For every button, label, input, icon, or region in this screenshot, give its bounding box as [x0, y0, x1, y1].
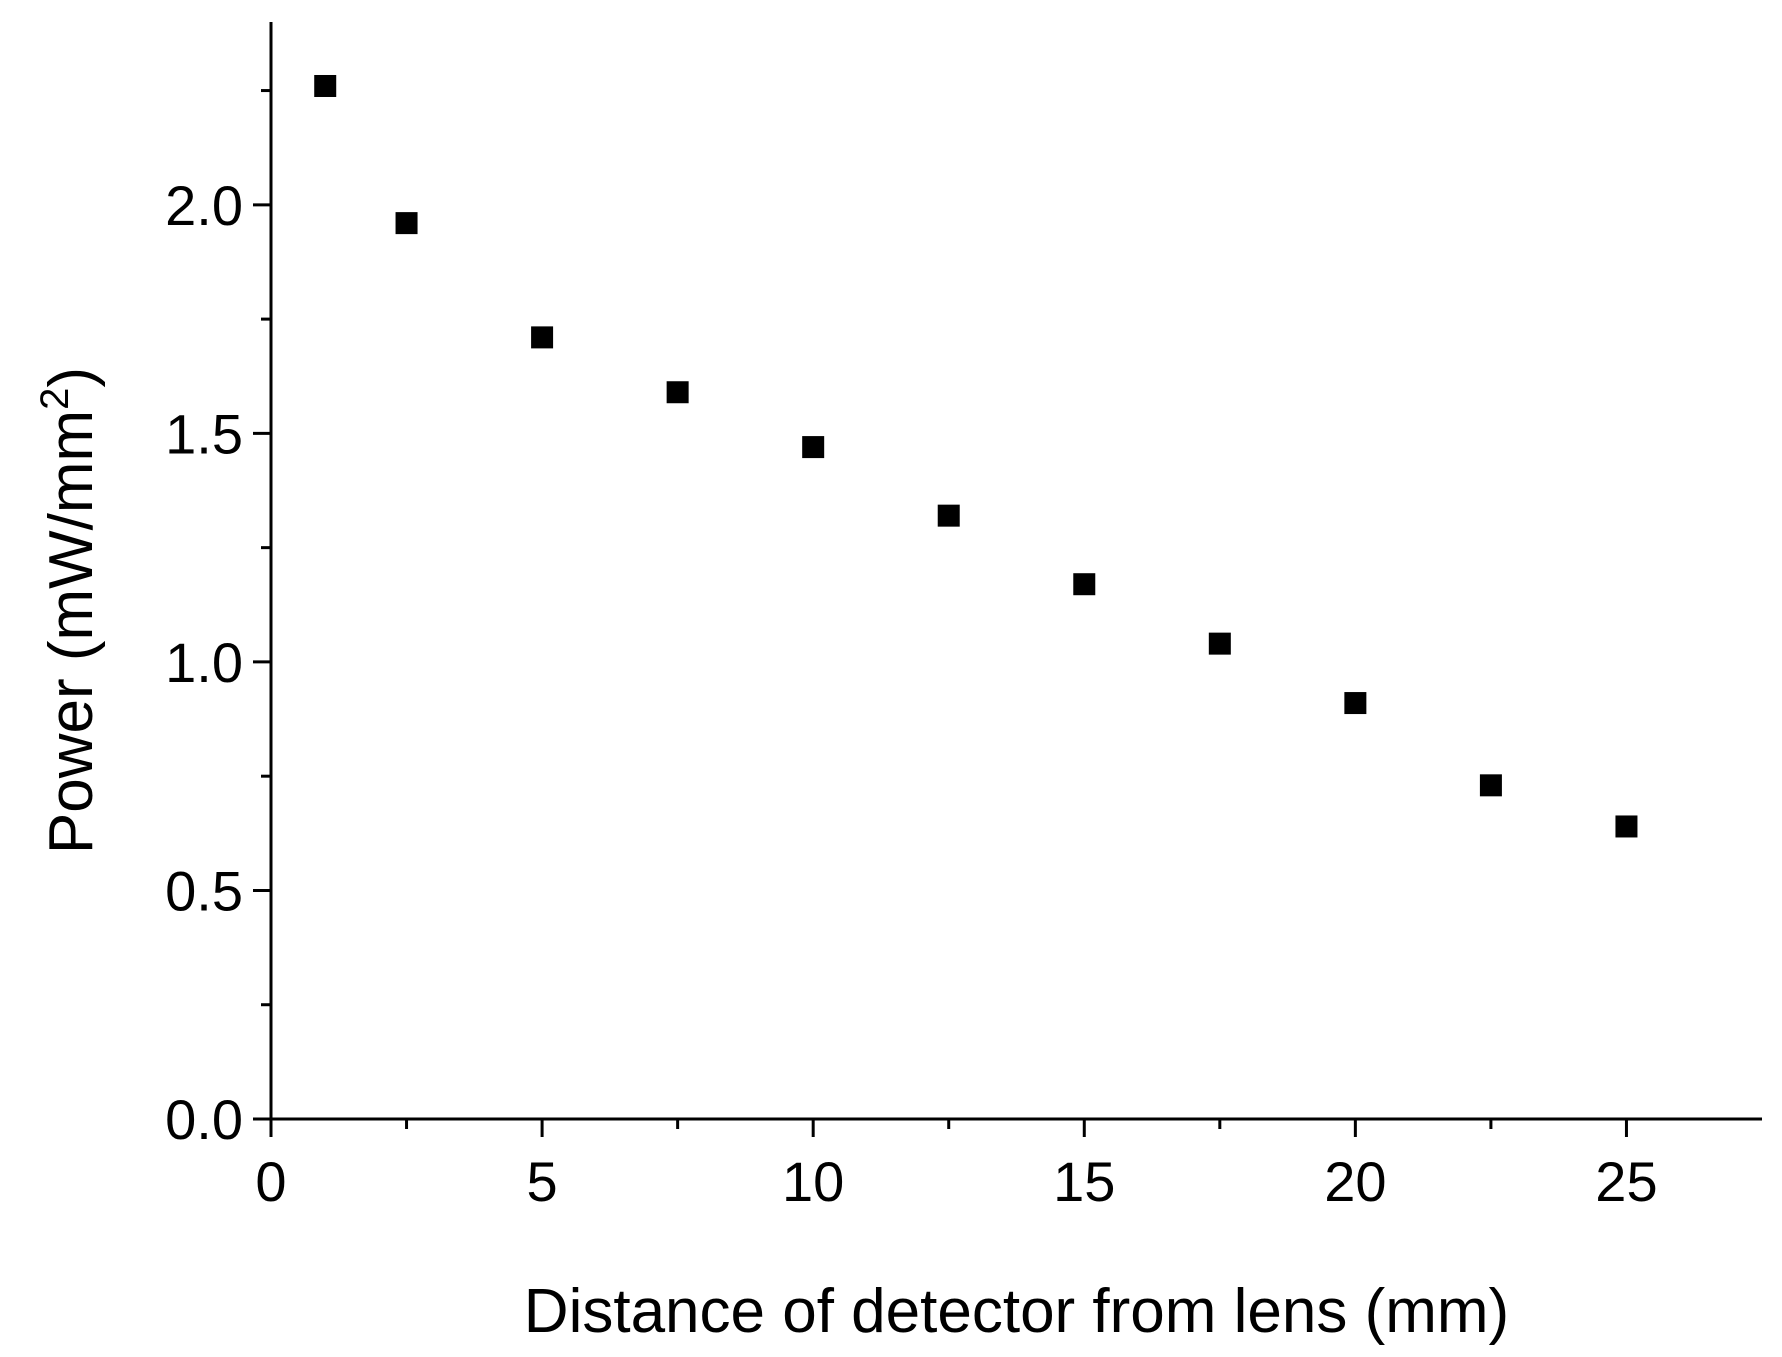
- y-ticks: 0.0 0.5 1.0 1.5 2.0: [165, 89, 271, 1151]
- data-point: [531, 326, 554, 349]
- y-axis-title-superscript: 2: [33, 388, 77, 410]
- y-axis-title: Power (mW/mm2): [33, 367, 106, 854]
- x-tick-label: 0: [255, 1150, 286, 1213]
- data-points: [314, 74, 1638, 838]
- y-tick-label: 2.0: [165, 174, 243, 237]
- y-tick-label: 1.5: [165, 402, 243, 465]
- data-point: [1208, 632, 1231, 655]
- data-point: [937, 504, 960, 527]
- data-point: [1073, 573, 1096, 596]
- x-axis-title: Distance of detector from lens (mm): [524, 1277, 1509, 1346]
- data-point: [395, 212, 418, 235]
- y-tick-label: 0.5: [165, 859, 243, 922]
- axes: [269, 22, 1762, 1121]
- data-point: [1615, 815, 1638, 838]
- x-tick-label: 15: [1053, 1150, 1115, 1213]
- data-point: [802, 436, 825, 459]
- x-tick-label: 10: [782, 1150, 844, 1213]
- data-point: [1479, 774, 1502, 797]
- data-point: [1344, 692, 1367, 715]
- y-axis-title-suffix: ): [37, 367, 106, 388]
- y-axis-title-main: Power (mW/mm: [37, 410, 106, 854]
- x-tick-label: 5: [527, 1150, 558, 1213]
- x-tick-label: 20: [1324, 1150, 1386, 1213]
- y-tick-label: 1.0: [165, 631, 243, 694]
- data-point: [666, 381, 689, 404]
- y-tick-label: 0.0: [165, 1088, 243, 1151]
- x-ticks: 0 5 10 15 20 25: [255, 1119, 1658, 1213]
- data-point: [314, 74, 337, 97]
- x-tick-label: 25: [1595, 1150, 1657, 1213]
